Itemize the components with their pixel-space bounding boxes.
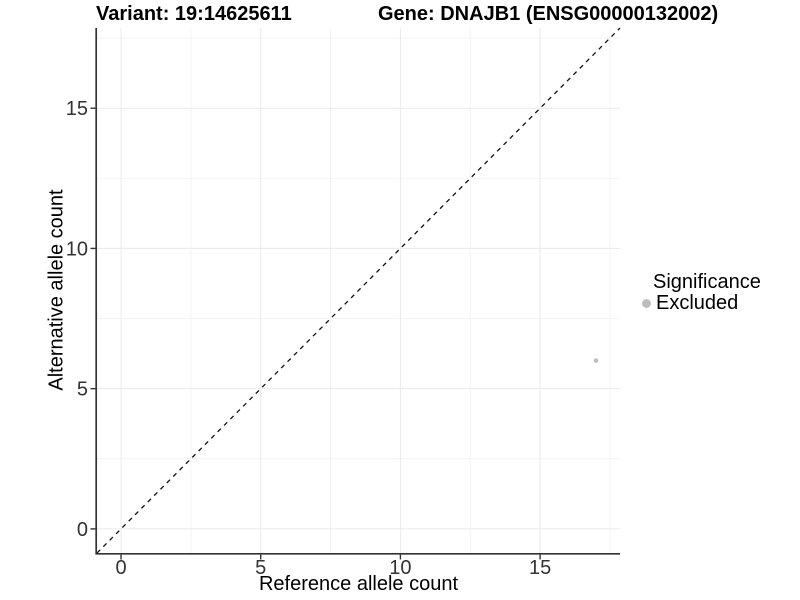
x-tick-label: 5 xyxy=(255,557,266,579)
y-axis-label: Alternative allele count xyxy=(45,189,68,391)
identity-dashed-line xyxy=(96,27,621,554)
excluded-point-swatch-icon xyxy=(642,299,651,308)
y-tick-label: 5 xyxy=(77,379,88,401)
x-tick-label: 0 xyxy=(115,557,126,579)
axis-lines xyxy=(95,28,620,555)
legend-title: Significance xyxy=(653,271,761,293)
variant-title: Variant: 19:14625611 xyxy=(96,3,292,25)
legend: Significance Excluded xyxy=(642,271,761,314)
y-tick-label: 10 xyxy=(66,238,88,260)
x-tick-label: 15 xyxy=(529,557,551,579)
data-point xyxy=(593,358,599,363)
y-tick-label: 0 xyxy=(77,519,88,541)
x-axis-label: Reference allele count xyxy=(258,573,458,595)
legend-item-excluded: Excluded xyxy=(642,293,761,314)
legend-item-label: Excluded xyxy=(656,292,739,314)
x-tick-label: 10 xyxy=(389,557,411,579)
y-tick-label: 15 xyxy=(66,98,88,120)
gene-title: Gene: DNAJB1 (ENSG00000132002) xyxy=(378,3,719,25)
